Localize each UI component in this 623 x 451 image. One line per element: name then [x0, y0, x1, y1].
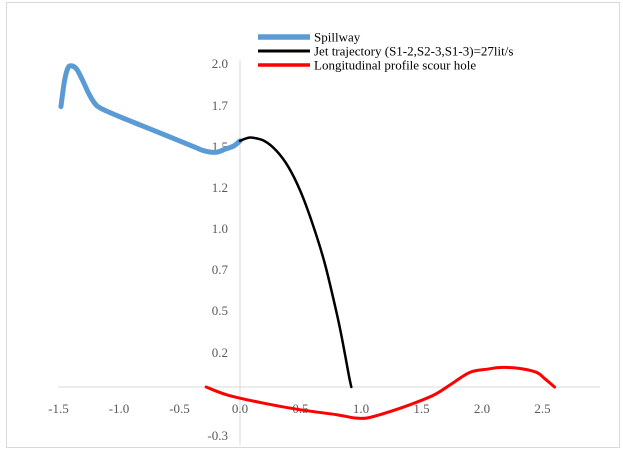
x-tick-label: 2.5 [534, 401, 550, 416]
x-tick-label: 1.0 [353, 401, 369, 416]
y-tick-label: 1.7 [212, 98, 229, 113]
series-layer [58, 63, 557, 420]
y-tick-label: 1.2 [212, 180, 228, 195]
x-tick-label: 1.5 [413, 401, 429, 416]
series-line-jet [238, 136, 353, 389]
series-line-spillway [58, 63, 243, 155]
x-tick-label: -1.0 [109, 401, 130, 416]
y-tick-label: 1.0 [212, 221, 228, 236]
x-tick-label: 2.0 [474, 401, 490, 416]
series-line-longitudinal [204, 365, 557, 420]
axes: -1.5 -1.0 -0.5 0.0 0.5 1.0 1.5 2.0 2.5-0.30.20.5… [48, 56, 600, 445]
x-tick-label: 0.0 [232, 401, 248, 416]
x-tick-label: -0.5 [169, 401, 190, 416]
y-tick-label: 0.5 [212, 303, 228, 318]
x-tick-label: -1.5 [48, 401, 69, 416]
legend-label-spillway: Spillway [314, 30, 361, 45]
y-tick-label: 2.0 [212, 56, 228, 71]
y-tick-label: 0.2 [212, 345, 228, 360]
y-tick-label: 0.7 [212, 262, 229, 277]
legend-label-longitudinal: Longitudinal profile scour hole [314, 58, 476, 73]
legend-label-jet: Jet trajectory (S1-2,S2-3,S1-3)=27lit/s [314, 44, 513, 59]
y-tick-label: -0.3 [207, 428, 228, 443]
